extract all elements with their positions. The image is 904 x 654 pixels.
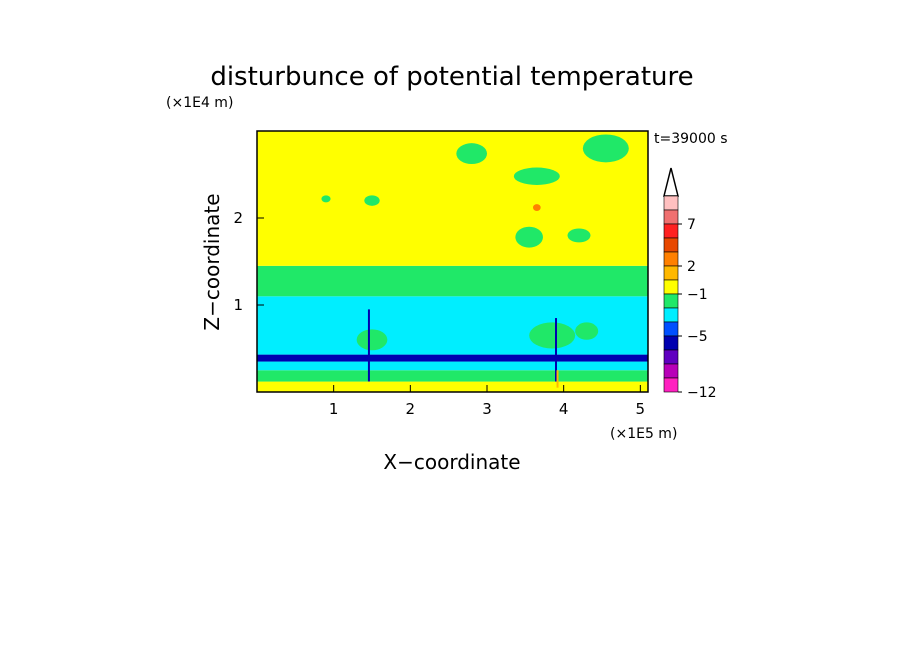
x-axis-label: X−coordinate	[383, 450, 520, 474]
colorbar: 7 2 −1 −5 −12	[663, 167, 717, 401]
y-unit-label: (×1E4 m)	[166, 95, 233, 111]
y-tick-label-1: 1	[233, 296, 243, 314]
contour-patch-10	[575, 322, 599, 340]
contour-patch-5	[321, 195, 331, 203]
x-tick-label-2: 2	[406, 400, 416, 418]
colorbar-label-2: −1	[687, 287, 708, 303]
colorbar-extend-arrow	[663, 167, 679, 197]
colorbar-swatch-1	[663, 209, 679, 225]
colorbar-label-3: −5	[687, 329, 708, 345]
x-tick-label-4: 4	[559, 400, 569, 418]
contour-band-3	[257, 354, 648, 362]
contour-patch-0	[456, 143, 487, 165]
plot-frame	[256, 130, 649, 393]
y-ticks: 12	[233, 209, 264, 314]
colorbar-swatch-4	[663, 251, 679, 267]
contour-band-2	[257, 361, 648, 371]
colorbar-swatch-7	[663, 293, 679, 309]
colorbar-swatch-13	[663, 377, 679, 393]
colorbar-swatch-2	[663, 223, 679, 239]
contour-band-1	[257, 370, 648, 382]
y-tick-label-2: 2	[233, 209, 243, 227]
x-ticks: 1 2 3 4 5	[329, 385, 645, 418]
colorbar-label-0: 7	[687, 217, 696, 233]
colorbar-swatch-10	[663, 335, 679, 351]
chart-title: disturbunce of potential temperature	[210, 62, 693, 92]
colorbar-swatch-12	[663, 363, 679, 379]
contour-fill	[257, 131, 648, 392]
colorbar-swatch-3	[663, 237, 679, 253]
y-axis-label: Z−coordinate	[200, 193, 224, 330]
contour-patch-6	[364, 195, 380, 206]
time-label: t=39000 s	[654, 131, 728, 147]
contour-patch-8	[356, 329, 388, 351]
contour-band-0	[257, 381, 648, 392]
contour-band-5	[257, 265, 648, 297]
x-tick-label-3: 3	[482, 400, 492, 418]
colorbar-swatch-5	[663, 265, 679, 281]
x-tick-label-5: 5	[636, 400, 646, 418]
contour-patch-3	[515, 226, 543, 248]
colorbar-swatch-9	[663, 321, 679, 337]
colorbar-label-4: −12	[687, 385, 717, 401]
x-unit-label: (×1E5 m)	[610, 426, 677, 442]
contour-patch-9	[529, 322, 576, 349]
contour-patch-2	[513, 167, 560, 185]
colorbar-swatch-0	[663, 195, 679, 211]
x-tick-label-1: 1	[329, 400, 339, 418]
contour-patch-4	[567, 228, 591, 243]
colorbar-swatch-11	[663, 349, 679, 365]
colorbar-swatch-6	[663, 279, 679, 295]
contour-patch-7	[533, 204, 541, 212]
contour-patch-1	[582, 134, 629, 163]
colorbar-label-1: 2	[687, 259, 696, 275]
colorbar-swatch-8	[663, 307, 679, 323]
